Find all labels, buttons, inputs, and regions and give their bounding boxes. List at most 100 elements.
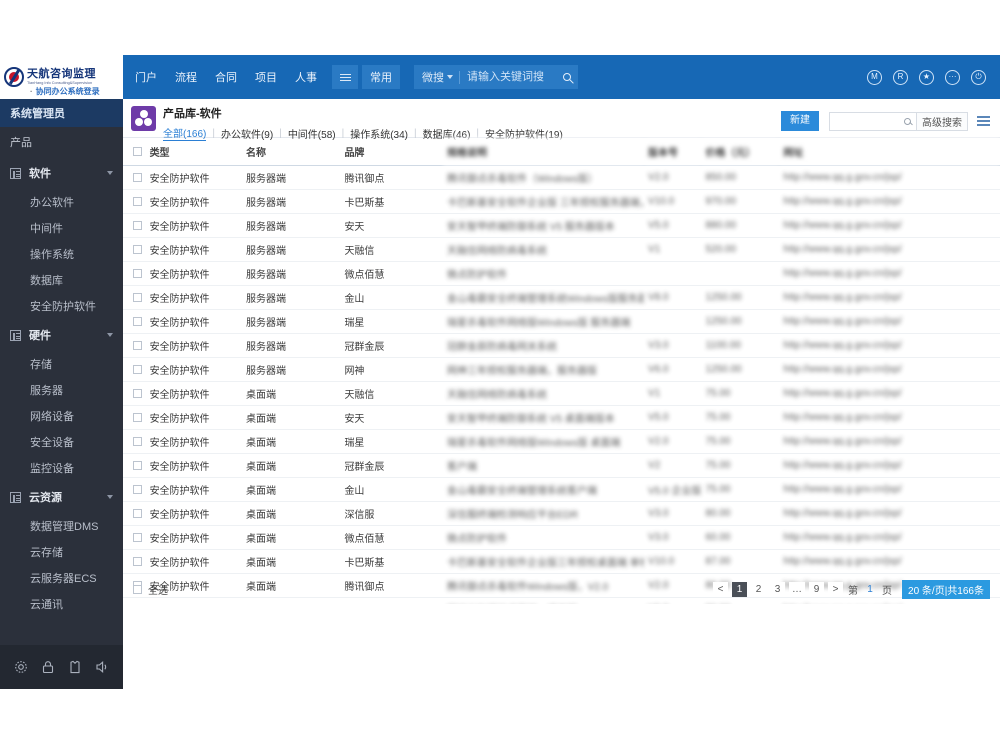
tab-all[interactable]: 全部(166) <box>163 125 207 141</box>
page-next-button[interactable]: > <box>828 581 844 597</box>
row-select-cell[interactable] <box>123 525 146 550</box>
row-select-cell[interactable] <box>123 285 146 310</box>
tab-security-software[interactable]: 安全防护软件(19) <box>485 129 563 141</box>
lock-icon[interactable] <box>40 659 56 675</box>
favorite-icon[interactable]: ★ <box>919 69 934 85</box>
page-button-3[interactable]: 3 <box>770 581 786 597</box>
sidebar-item-cloud-storage[interactable]: 云存储 <box>30 547 63 559</box>
row-checkbox[interactable] <box>133 268 142 278</box>
sidebar-group-software[interactable]: 软件 <box>0 157 123 189</box>
row-checkbox[interactable] <box>133 388 142 398</box>
sidebar-item-operating-system[interactable]: 操作系统 <box>30 249 74 261</box>
cell-url[interactable]: http://www.qq.g.gov.cn/jsp/ <box>779 381 1000 406</box>
table-row[interactable]: 安全防护软件 服务器端 微点佰慧 微点防护软件 http://www.qq.g.gov.… <box>123 261 1000 286</box>
row-checkbox[interactable] <box>133 412 142 422</box>
hamburger-icon[interactable] <box>332 65 358 89</box>
select-all-checkbox-footer[interactable] <box>133 584 142 594</box>
row-select-cell[interactable] <box>123 357 146 382</box>
power-icon[interactable]: ⏻ <box>971 69 986 85</box>
search-icon[interactable] <box>904 117 911 125</box>
table-row[interactable]: 安全防护软件 桌面端 瑞星 瑞星杀毒软件网络版Windows版 桌面端 V2.0 75.0… <box>123 429 1000 454</box>
common-apps-button[interactable]: 常用 <box>362 65 400 89</box>
table-row[interactable]: 安全防护软件 桌面端 冠群金辰 客户端 V2 75.00 http://www.qq.g.g… <box>123 453 1000 478</box>
row-checkbox[interactable] <box>133 316 142 326</box>
table-row[interactable]: 安全防护软件 桌面端 天融信 天融信网络防病毒系统 V1 75.00 http://www.… <box>123 381 1000 406</box>
tab-database[interactable]: 数据库(46) <box>422 129 471 141</box>
cell-url[interactable]: http://www.qq.g.gov.cn/jsp/ <box>779 213 1000 238</box>
header-url[interactable]: 网址 <box>779 138 1000 166</box>
nav-item-contract[interactable]: 合同 <box>206 55 246 99</box>
row-checkbox[interactable] <box>133 460 142 470</box>
search-input[interactable] <box>460 66 556 88</box>
page-button-2[interactable]: 2 <box>751 581 767 597</box>
sidebar-item-network-device[interactable]: 网络设备 <box>30 411 74 423</box>
row-select-cell[interactable] <box>123 453 146 478</box>
shirt-icon[interactable] <box>67 659 83 675</box>
row-checkbox[interactable] <box>133 244 142 254</box>
row-checkbox[interactable] <box>133 340 142 350</box>
row-select-cell[interactable] <box>123 237 146 262</box>
sidebar-item-middleware[interactable]: 中间件 <box>30 223 63 235</box>
cell-url[interactable]: http://www.qq.g.gov.cn/jsp/ <box>779 453 1000 478</box>
cell-url[interactable]: http://www.qq.g.gov.cn/jsp/ <box>779 165 1000 190</box>
table-row[interactable]: 安全防护软件 服务器端 网神 网神三年授权服务器端，服务器版 V6.0 1250.00 ht… <box>123 357 1000 382</box>
message-icon[interactable]: ··· <box>945 69 960 85</box>
cell-url[interactable]: http://www.qq.g.gov.cn/jsp/ <box>779 405 1000 430</box>
search-submit-button[interactable] <box>556 65 578 89</box>
page-button-9[interactable]: 9 <box>809 581 825 597</box>
sidebar-item-storage[interactable]: 存储 <box>30 359 52 371</box>
row-select-cell[interactable] <box>123 429 146 454</box>
row-checkbox[interactable] <box>133 484 142 494</box>
row-select-cell[interactable] <box>123 549 146 574</box>
row-checkbox[interactable] <box>133 436 142 446</box>
page-button-1[interactable]: 1 <box>732 581 748 597</box>
sidebar-item-security-device[interactable]: 安全设备 <box>30 437 74 449</box>
row-checkbox[interactable] <box>133 364 142 374</box>
row-checkbox[interactable] <box>133 220 142 230</box>
sidebar-group-cloud[interactable]: 云资源 <box>0 481 123 513</box>
cell-url[interactable]: http://www.qq.g.gov.cn/jsp/ <box>779 525 1000 550</box>
rss-icon[interactable]: R <box>893 69 908 85</box>
cell-url[interactable]: http://www.qq.g.gov.cn/jsp/ <box>779 309 1000 334</box>
row-checkbox[interactable] <box>133 196 142 206</box>
table-row[interactable]: 安全防护软件 桌面端 微点佰慧 微点防护软件 V3.0 60.00 http://www.q… <box>123 525 1000 550</box>
search-scope-dropdown[interactable]: 微搜 <box>414 69 459 85</box>
header-price[interactable]: 价格（元） <box>701 138 780 166</box>
volume-icon[interactable] <box>94 659 110 675</box>
header-name[interactable]: 名称 <box>241 138 341 166</box>
cell-url[interactable]: http://www.qq.g.gov.cn/jsp/ <box>779 501 1000 526</box>
row-select-cell[interactable] <box>123 261 146 286</box>
list-view-icon[interactable] <box>977 116 990 126</box>
sidebar-item-ecs[interactable]: 云服务器ECS <box>30 573 97 585</box>
app-logo[interactable]: 天航咨询监理 TianHang Info Consulting&Supervis… <box>0 55 123 99</box>
row-select-cell[interactable] <box>123 381 146 406</box>
table-row[interactable]: 安全防护软件 桌面端 深信服 深信服终端检测响应平台EDR V3.0 80.00 http:… <box>123 501 1000 526</box>
cell-url[interactable]: http://www.qq.g.gov.cn/jsp/ <box>779 477 1000 502</box>
row-checkbox[interactable] <box>133 532 142 542</box>
sidebar-item-security-software[interactable]: 安全防护软件 <box>30 301 96 313</box>
cell-url[interactable]: http://www.qq.g.gov.cn/jsp/ <box>779 285 1000 310</box>
row-select-cell[interactable] <box>123 189 146 214</box>
cell-url[interactable]: http://www.qq.g.gov.cn/jsp/ <box>779 261 1000 286</box>
header-type[interactable]: 类型 <box>145 138 242 166</box>
row-select-cell[interactable] <box>123 405 146 430</box>
cell-url[interactable]: http://www.qq.g.gov.cn/jsp/ <box>779 429 1000 454</box>
row-checkbox[interactable] <box>133 508 142 518</box>
row-checkbox[interactable] <box>133 556 142 566</box>
row-checkbox[interactable] <box>133 292 142 302</box>
login-link[interactable]: · 协同办公系统登录 <box>30 86 100 97</box>
row-select-cell[interactable] <box>123 213 146 238</box>
new-button[interactable]: 新建 <box>781 111 819 131</box>
cell-url[interactable]: http://www.qq.g.gov.cn/jsp/ <box>779 357 1000 382</box>
row-select-cell[interactable] <box>123 165 146 190</box>
sidebar-item-cloud-comm[interactable]: 云通讯 <box>30 599 63 611</box>
sidebar-item-monitoring-device[interactable]: 监控设备 <box>30 463 74 475</box>
select-all-checkbox[interactable] <box>133 146 142 156</box>
header-description[interactable]: 规格说明 <box>443 138 645 166</box>
header-brand[interactable]: 品牌 <box>340 138 443 166</box>
cell-url[interactable]: http://www.qq.g.gov.cn/jsp/ <box>779 333 1000 358</box>
sidebar-user[interactable]: 系统管理员 <box>0 99 123 127</box>
row-checkbox[interactable] <box>133 172 142 182</box>
goto-page-input[interactable] <box>863 582 878 596</box>
